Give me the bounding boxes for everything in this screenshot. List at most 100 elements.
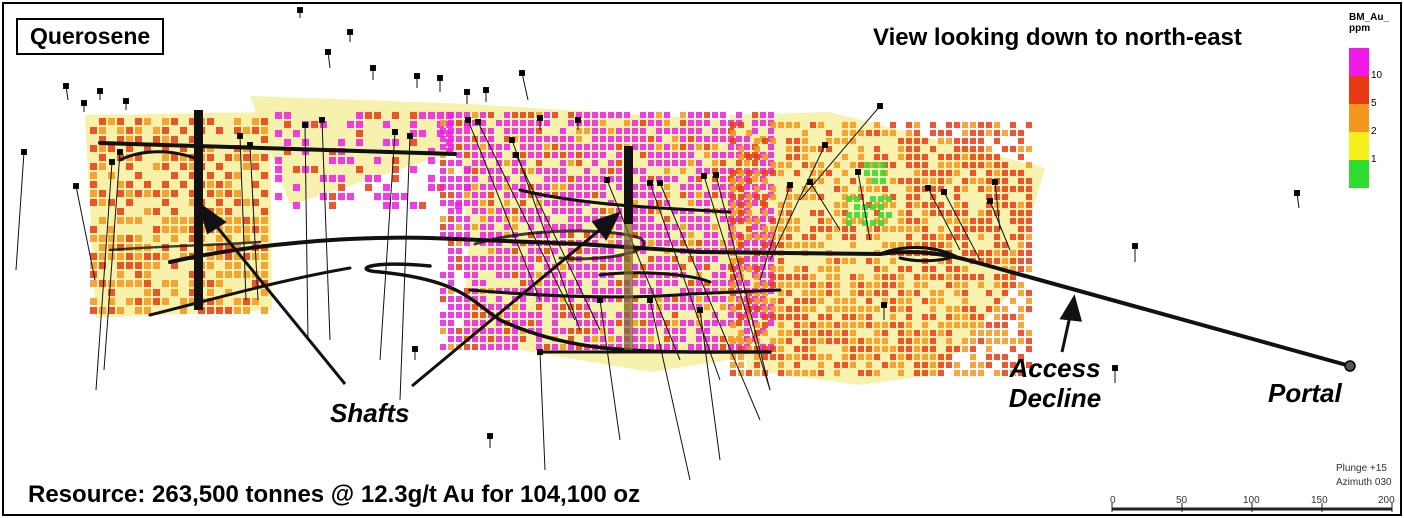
- grade-block: [712, 336, 718, 342]
- decline-arrow-head: [1059, 294, 1083, 322]
- grade-block: [488, 136, 494, 142]
- grade-block: [770, 274, 776, 280]
- grade-block: [938, 138, 944, 144]
- grade-block: [978, 226, 984, 232]
- grade-block: [906, 218, 912, 224]
- grade-block: [754, 194, 760, 200]
- grade-block: [794, 362, 800, 368]
- grade-block: [608, 296, 614, 302]
- grade-block: [640, 224, 646, 230]
- drill-collar: [109, 159, 115, 165]
- grade-block: [544, 112, 550, 118]
- grade-block: [117, 235, 124, 242]
- grade-block: [738, 234, 744, 240]
- grade-block: [632, 272, 638, 278]
- grade-block: [846, 220, 852, 226]
- grade-block: [720, 160, 726, 166]
- grade-block: [126, 217, 133, 224]
- grade-block: [560, 152, 566, 158]
- grade-block: [1018, 314, 1024, 320]
- grade-block: [284, 139, 291, 146]
- grade-block: [986, 258, 992, 264]
- grade-block: [198, 307, 205, 314]
- grade-block: [922, 170, 928, 176]
- grade-block: [818, 314, 824, 320]
- grade-block: [504, 184, 510, 190]
- grade-block: [818, 290, 824, 296]
- grade-block: [874, 290, 880, 296]
- grade-block: [640, 336, 646, 342]
- grade-block: [225, 289, 232, 296]
- grade-block: [592, 112, 598, 118]
- grade-block: [234, 199, 241, 206]
- grade-block: [768, 208, 774, 214]
- grade-block: [664, 328, 670, 334]
- grade-block: [216, 244, 223, 251]
- grade-block: [1018, 266, 1024, 272]
- grade-block: [552, 208, 558, 214]
- grade-block: [874, 346, 880, 352]
- grade-block: [778, 266, 784, 272]
- grade-block: [616, 256, 622, 262]
- grade-block: [536, 304, 542, 310]
- grade-block: [994, 274, 1000, 280]
- grade-block: [320, 193, 327, 200]
- grade-block: [946, 122, 952, 128]
- grade-block: [914, 282, 920, 288]
- grade-block: [225, 154, 232, 161]
- grade-block: [338, 193, 345, 200]
- grade-block: [872, 170, 878, 176]
- grade-block: [866, 178, 872, 184]
- grade-block: [696, 168, 702, 174]
- grade-block: [802, 298, 808, 304]
- grade-block: [552, 280, 558, 286]
- grade-block: [938, 274, 944, 280]
- grade-block: [189, 217, 196, 224]
- grade-block: [472, 280, 478, 286]
- grade-block: [464, 152, 470, 158]
- grade-block: [632, 328, 638, 334]
- grade-block: [962, 242, 968, 248]
- grade-block: [472, 184, 478, 190]
- grade-block: [1018, 354, 1024, 360]
- grade-block: [544, 136, 550, 142]
- grade-block: [456, 264, 462, 270]
- grade-block: [496, 320, 502, 326]
- grade-block: [592, 296, 598, 302]
- grade-block: [275, 166, 282, 173]
- grade-block: [866, 346, 872, 352]
- grade-block: [528, 120, 534, 126]
- grade-block: [456, 328, 462, 334]
- grade-block: [978, 362, 984, 368]
- grade-block: [778, 362, 784, 368]
- grade-block: [754, 282, 760, 288]
- grade-block: [898, 290, 904, 296]
- grade-block: [802, 282, 808, 288]
- grade-block: [850, 362, 856, 368]
- grade-block: [738, 146, 744, 152]
- grade-block: [994, 186, 1000, 192]
- grade-block: [858, 354, 864, 360]
- grade-block: [456, 216, 462, 222]
- grade-block: [1026, 298, 1032, 304]
- grade-block: [552, 144, 558, 150]
- grade-block: [592, 272, 598, 278]
- grade-block: [488, 208, 494, 214]
- grade-block: [536, 344, 542, 350]
- grade-block: [850, 330, 856, 336]
- grade-block: [938, 226, 944, 232]
- grade-block: [189, 163, 196, 170]
- grade-block: [1026, 290, 1032, 296]
- grade-block: [512, 288, 518, 294]
- grade-block: [914, 154, 920, 160]
- drill-collar: [1132, 243, 1138, 249]
- grade-block: [512, 160, 518, 166]
- grade-block: [383, 139, 390, 146]
- grade-block: [754, 354, 760, 360]
- grade-block: [153, 253, 160, 260]
- grade-block: [480, 216, 486, 222]
- grade-block: [720, 152, 726, 158]
- grade-block: [738, 186, 744, 192]
- grade-block: [938, 298, 944, 304]
- grade-block: [986, 338, 992, 344]
